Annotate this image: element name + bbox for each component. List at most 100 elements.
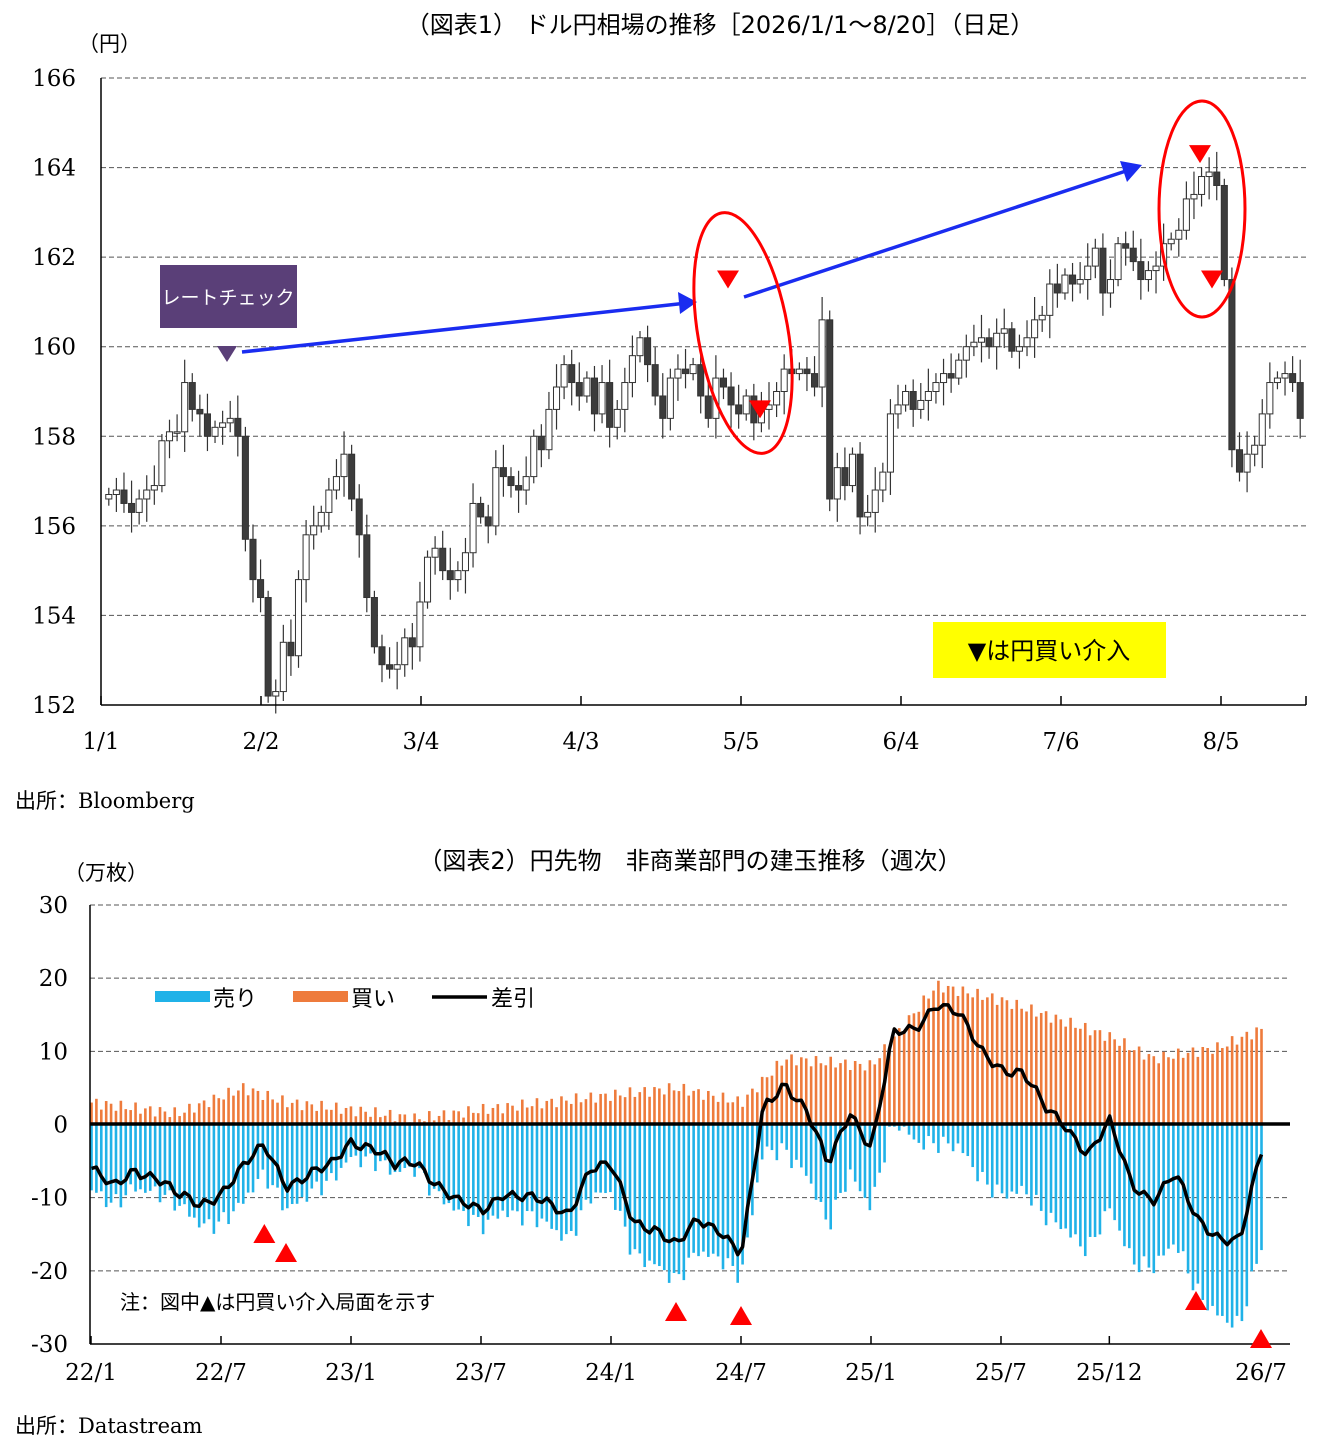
y-tick-label: 20	[39, 966, 68, 992]
candle	[1266, 362, 1274, 429]
candle-body	[871, 489, 879, 513]
candle	[1137, 238, 1145, 300]
sell-bar	[555, 1124, 558, 1231]
y-tick-label: 164	[32, 156, 76, 182]
y-tick-label: 166	[32, 66, 76, 92]
buy-bar	[1118, 1045, 1121, 1125]
candle-body	[386, 664, 394, 670]
chart1-intervention-markers	[717, 145, 1223, 419]
candle	[173, 414, 181, 442]
sell-bar	[711, 1124, 715, 1254]
buy-bar	[188, 1103, 191, 1125]
buy-bar	[809, 1066, 813, 1125]
candle-body	[446, 570, 454, 581]
buy-bar	[99, 1109, 103, 1125]
candle	[302, 520, 310, 603]
trend-arrow-2-head	[1120, 161, 1142, 182]
candle	[826, 310, 834, 512]
sell-bar	[217, 1124, 221, 1222]
candle-body	[689, 364, 697, 375]
candle	[674, 354, 682, 401]
candle	[1152, 251, 1160, 294]
buy-bar	[785, 1059, 788, 1125]
candle	[1114, 236, 1122, 287]
sell-bar	[491, 1124, 495, 1216]
chart1-candles	[105, 151, 1304, 714]
candle	[864, 494, 872, 527]
candle-body	[735, 404, 743, 415]
sell-bar	[565, 1124, 568, 1235]
buy-bar	[1167, 1057, 1170, 1125]
candle-body	[886, 413, 894, 473]
buy-bar	[721, 1092, 725, 1125]
buy-bar	[697, 1089, 700, 1125]
buy-bar	[511, 1105, 514, 1125]
candle-body	[196, 408, 204, 415]
sell-bar	[834, 1124, 837, 1200]
buy-bar	[1079, 1028, 1082, 1125]
buy-bar	[1191, 1047, 1195, 1125]
candle-body	[803, 368, 811, 375]
candle	[1106, 259, 1115, 308]
sell-bar	[1035, 1124, 1038, 1195]
sell-bar	[462, 1124, 465, 1212]
chart2-title: （図表2）円先物 非商業部門の建玉推移（週次）	[418, 847, 961, 875]
sell-bar	[839, 1124, 842, 1193]
sell-bar	[413, 1124, 416, 1177]
sell-bar	[423, 1124, 426, 1173]
sell-bar	[525, 1124, 529, 1212]
buy-bar	[853, 1061, 857, 1125]
sell-bar	[1108, 1124, 1112, 1209]
candle-body	[1235, 449, 1244, 473]
sell-bar	[741, 1124, 744, 1265]
buy-bar	[589, 1092, 593, 1125]
buy-bar	[736, 1096, 739, 1125]
candle-body	[697, 364, 705, 397]
sell-bar	[364, 1124, 367, 1157]
candle	[469, 483, 477, 568]
sell-bar	[946, 1124, 950, 1144]
candle-body	[492, 467, 500, 527]
buy-bar	[290, 1102, 294, 1125]
candle	[977, 314, 986, 363]
sell-bar	[139, 1124, 142, 1190]
candle-body	[1137, 261, 1145, 281]
candle	[947, 353, 955, 393]
buy-bar	[555, 1107, 558, 1125]
candle-body	[302, 534, 310, 581]
candle-body	[1182, 198, 1190, 231]
buy-bar	[222, 1099, 225, 1125]
buy-bar	[388, 1109, 392, 1125]
sell-bar	[1132, 1124, 1136, 1265]
buy-bar	[1157, 1063, 1160, 1125]
candle-body	[970, 341, 978, 348]
intervention-triangle	[275, 1243, 297, 1262]
sell-bar	[648, 1124, 651, 1261]
buy-bar	[1196, 1056, 1200, 1125]
sell-bar	[785, 1124, 788, 1150]
sell-bar	[535, 1124, 539, 1228]
buy-bar	[432, 1120, 436, 1125]
candle-body	[628, 355, 636, 384]
buy-bar	[452, 1110, 456, 1125]
buy-bar	[364, 1111, 367, 1125]
candle-body	[1076, 279, 1084, 285]
buy-bar	[158, 1107, 162, 1125]
candle	[219, 410, 227, 445]
candle-body	[1281, 373, 1289, 379]
candle	[492, 450, 500, 536]
x-tick-label: 22/7	[195, 1360, 247, 1386]
candle	[719, 368, 728, 400]
intervention-triangle	[1189, 145, 1211, 164]
buy-bar	[109, 1103, 113, 1125]
candle-body	[894, 404, 902, 415]
sell-bar	[863, 1124, 867, 1198]
candle	[416, 581, 424, 662]
buy-bar	[966, 993, 970, 1125]
buy-bar	[545, 1100, 549, 1125]
buy-bar	[178, 1116, 181, 1125]
buy-bar	[614, 1089, 617, 1125]
candle-body	[1220, 184, 1228, 281]
buy-bar	[1020, 1008, 1023, 1125]
sell-bar	[1049, 1124, 1053, 1213]
